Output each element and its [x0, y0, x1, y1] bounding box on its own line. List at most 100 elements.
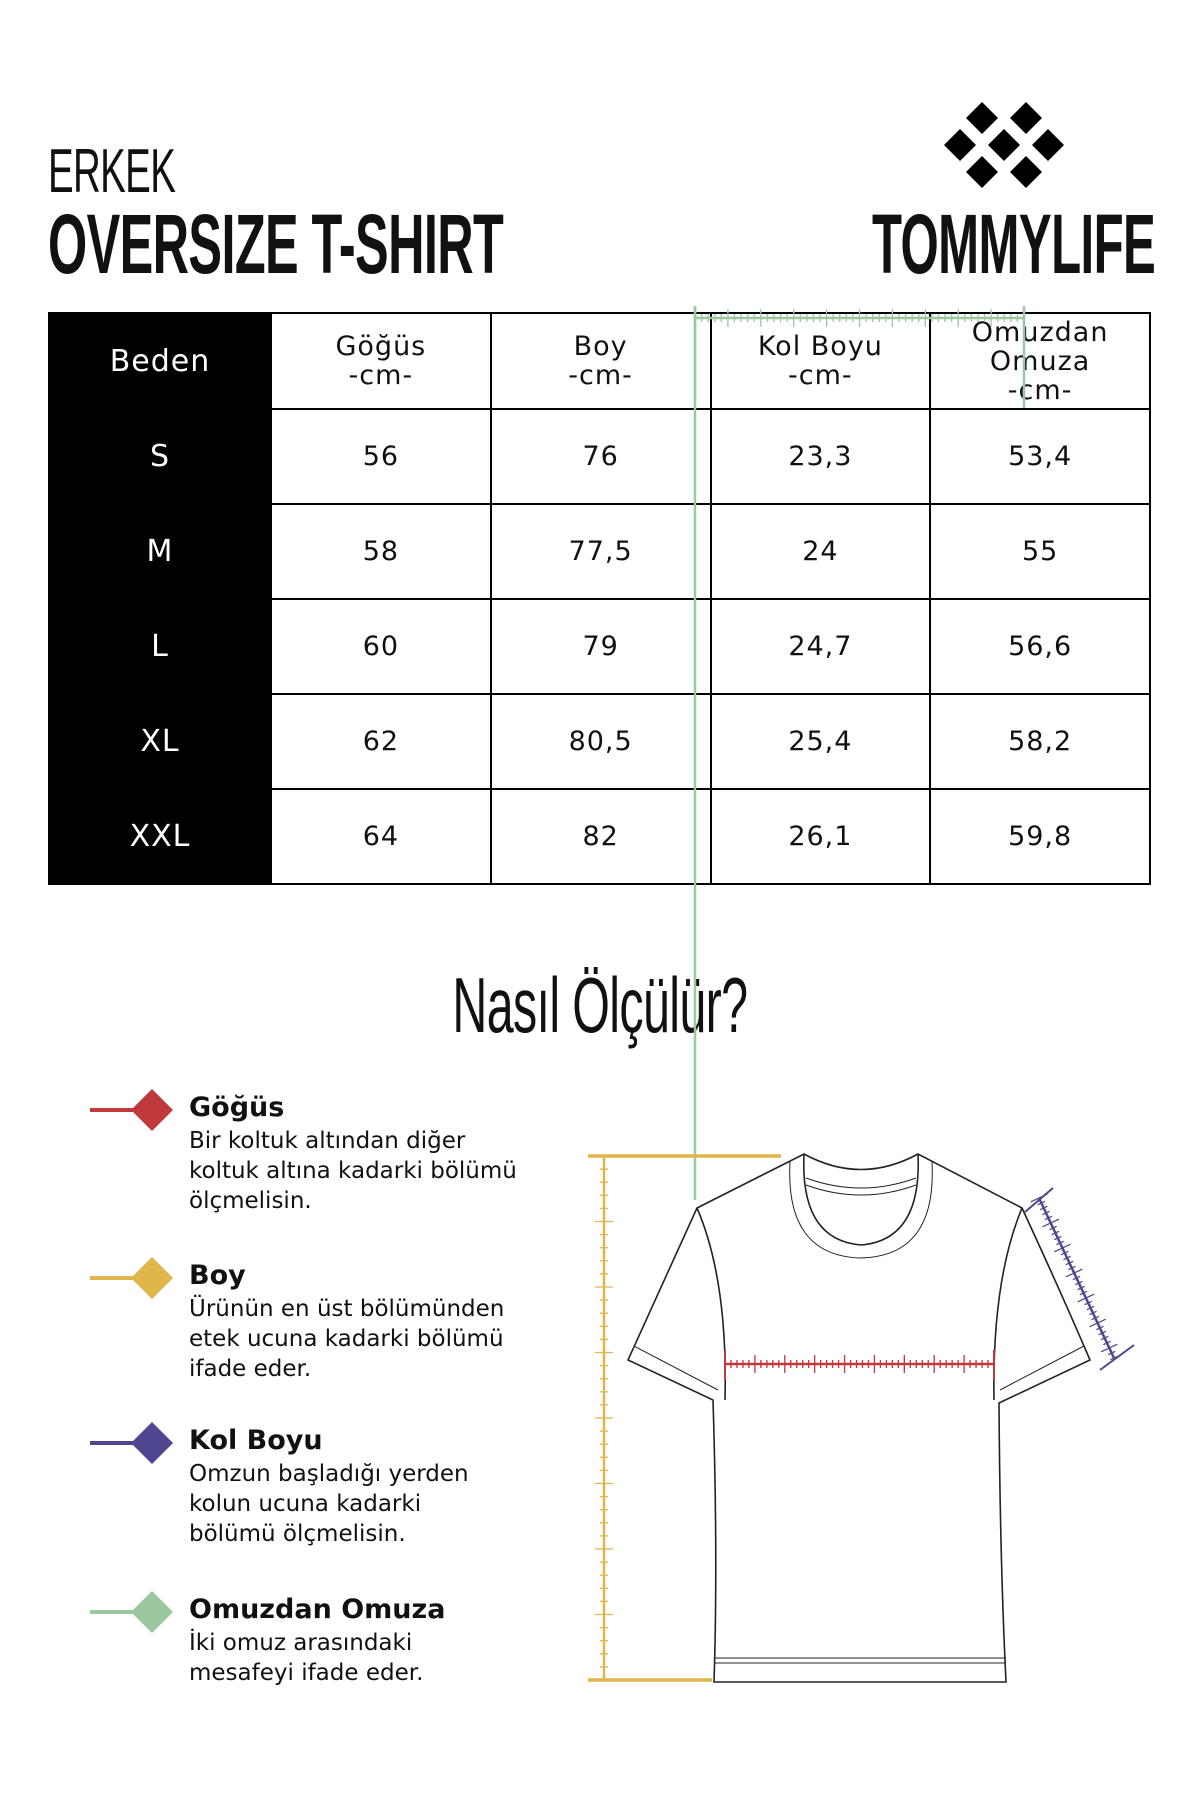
column-header-line: Göğüs — [335, 331, 427, 362]
sleeve-ruler-tick — [1063, 1255, 1072, 1261]
column-header-line: Boy — [573, 331, 628, 362]
column-header-line: Omuza — [989, 345, 1091, 377]
sleeve-ruler-tick — [1096, 1325, 1104, 1331]
measurement-cell: 56,6 — [929, 598, 1151, 695]
sleeve-ruler-tick — [1060, 1250, 1069, 1256]
legend-title: Göğüs — [189, 1092, 285, 1123]
how-to-measure-heading: Nasıl Ölçülür? — [452, 961, 748, 1049]
column-header-line: Omuzdan — [971, 316, 1109, 348]
column-header-line: Kol Boyu — [757, 331, 883, 362]
sleeve-ruler-tick — [1100, 1343, 1118, 1353]
measurement-cell: 55 — [929, 503, 1151, 600]
table-row: S 56 76 23,3 53,4 — [48, 408, 1151, 505]
column-header: Kol Boyu -cm- — [709, 312, 932, 410]
measurement-cell: 24,7 — [709, 598, 932, 695]
description-line: ifade eder. — [189, 1356, 312, 1382]
column-header-line: -cm- — [568, 360, 633, 391]
sleeve-ruler-tick — [1107, 1350, 1116, 1356]
brand-logo-icon — [944, 102, 1064, 188]
sleeve-ruler-tick — [1039, 1205, 1048, 1211]
sleeve-ruler-tick — [1100, 1335, 1109, 1341]
legend-title: Boy — [189, 1260, 246, 1291]
column-header: Göğüs -cm- — [270, 312, 492, 410]
sleeve-ruler-tick — [1089, 1318, 1107, 1328]
sleeve-ruler-tick — [1086, 1305, 1095, 1311]
sleeve-ruler-tick — [1065, 1260, 1074, 1266]
description-line: bölümü ölçmelisin. — [189, 1521, 406, 1547]
table-row: XL 62 80,5 25,4 58,2 — [48, 693, 1151, 790]
table-row: XXL 64 82 26,1 59,8 — [48, 788, 1151, 885]
page-title: OVERSIZE T-SHIRT — [48, 197, 504, 291]
size-cell: XL — [48, 693, 272, 790]
sleeve-guide-bottom — [1099, 1344, 1135, 1371]
sleeve-ruler-tick — [1030, 1193, 1048, 1203]
diamond-marker-icon — [90, 1591, 173, 1633]
measurement-cell: 59,8 — [929, 788, 1151, 885]
table-row: L 60 79 24,7 56,6 — [48, 598, 1151, 695]
description-line: ölçmelisin. — [189, 1188, 312, 1214]
column-header-line: -cm- — [348, 360, 414, 391]
sleeve-ruler-tick — [1091, 1315, 1100, 1321]
sleeve-ruler-tick — [1053, 1235, 1062, 1241]
measurement-cell: 53,4 — [929, 408, 1151, 505]
sleeve-ruler-tick — [1044, 1215, 1053, 1221]
sleeve-ruler-tick — [1110, 1355, 1118, 1361]
legend-title: Omuzdan Omuza — [189, 1594, 446, 1625]
measurement-cell: 77,5 — [489, 503, 712, 600]
description-line: etek ucuna kadarki bölümü — [189, 1326, 504, 1352]
column-header-line: -cm- — [788, 360, 853, 391]
description-line: koltuk altına kadarki bölümü — [189, 1158, 517, 1184]
sleeve-guide-top — [1024, 1187, 1054, 1213]
measurement-cell: 24 — [709, 503, 932, 600]
column-header: Omuzdan Omuza -cm- — [929, 312, 1151, 410]
description-line: mesafeyi ifade eder. — [189, 1660, 424, 1686]
diamond-marker-icon — [90, 1089, 173, 1131]
description-line: kolun ucuna kadarki — [189, 1491, 422, 1517]
sleeve-ruler-tick — [1037, 1200, 1046, 1206]
sleeve-ruler-tick — [1072, 1275, 1081, 1281]
subtitle: ERKEK — [48, 137, 176, 206]
sleeve-ruler-tick — [1103, 1340, 1111, 1346]
sleeve-ruler-tick — [1056, 1240, 1064, 1246]
sleeve-ruler-tick — [1042, 1218, 1060, 1228]
column-header-line: -cm- — [1007, 374, 1073, 406]
measurement-cell: 80,5 — [489, 693, 712, 790]
measurement-cell: 25,4 — [709, 693, 932, 790]
column-header: Boy -cm- — [489, 312, 712, 410]
measurement-cell: 58 — [270, 503, 492, 600]
sleeve-ruler-tick — [1067, 1265, 1076, 1271]
measurement-cell: 76 — [489, 408, 712, 505]
diamond-marker-icon — [90, 1422, 173, 1464]
sleeve-ruler-tick — [1049, 1225, 1057, 1231]
description-line: Ürünün en üst bölümünden — [189, 1296, 505, 1322]
legend-description: Ürünün en üst bölümünden etek ucuna kadar… — [189, 1294, 589, 1384]
measurement-cell: 26,1 — [709, 788, 932, 885]
measurement-cell: 58,2 — [929, 693, 1151, 790]
size-cell: S — [48, 408, 272, 505]
measurement-cell: 60 — [270, 598, 492, 695]
legend-title: Kol Boyu — [189, 1425, 323, 1456]
sleeve-ruler-tick — [1077, 1285, 1086, 1291]
sleeve-ruler — [1037, 1197, 1116, 1359]
size-cell: M — [48, 503, 272, 600]
size-table: Beden Göğüs -cm- Boy -cm- Kol Boyu -cm- Omuzdan… — [48, 312, 1151, 885]
measurement-cell: 56 — [270, 408, 492, 505]
table-row: M 58 77,5 24 55 — [48, 503, 1151, 600]
sleeve-ruler-tick — [1054, 1243, 1071, 1253]
sleeve-ruler-tick — [1042, 1210, 1050, 1216]
sleeve-ruler-tick — [1079, 1290, 1088, 1296]
sleeve-ruler-tick — [1077, 1293, 1095, 1303]
table-header-row: Beden Göğüs -cm- Boy -cm- Kol Boyu -cm- Omuzdan… — [48, 312, 1151, 410]
column-header-line: Beden — [109, 343, 211, 379]
sleeve-ruler-tick — [1065, 1268, 1083, 1278]
sleeve-ruler-tick — [1084, 1300, 1093, 1306]
tshirt-outline — [626, 1153, 1092, 1683]
description-line: Omzun başladığı yerden — [189, 1461, 469, 1487]
diamond-marker-icon — [90, 1257, 173, 1299]
measurement-cell: 64 — [270, 788, 492, 885]
column-header: Beden — [48, 312, 272, 410]
sleeve-ruler-tick — [1098, 1330, 1107, 1336]
legend-description: Bir koltuk altından diğer koltuk altına k… — [189, 1126, 589, 1216]
measurement-cell: 23,3 — [709, 408, 932, 505]
legend-description: Omzun başladığı yerden kolun ucuna kadark… — [189, 1459, 589, 1549]
